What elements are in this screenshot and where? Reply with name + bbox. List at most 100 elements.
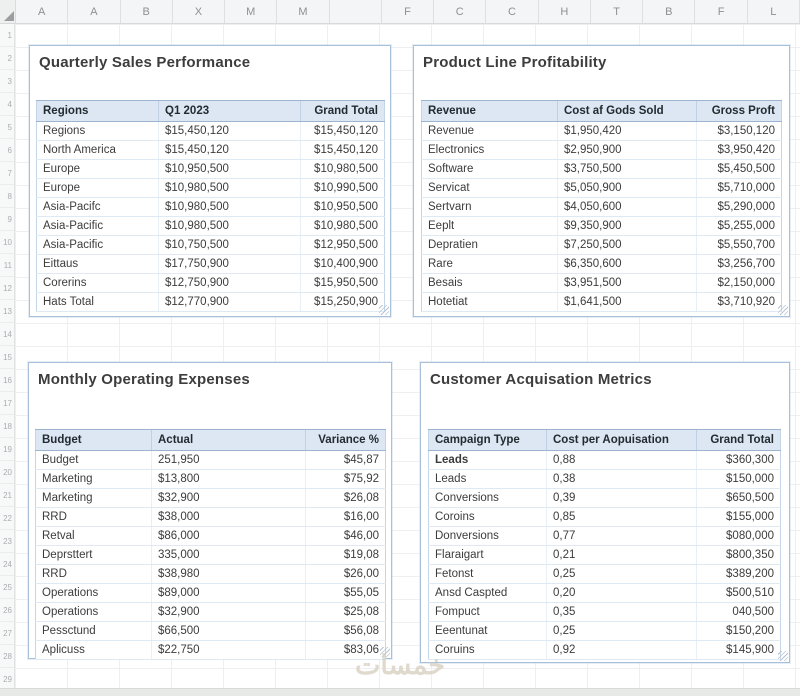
table-column-header[interactable]: Cost af Gods Sold	[558, 101, 697, 122]
row-header[interactable]: 5	[0, 116, 14, 139]
table-cell[interactable]: $3,150,120	[697, 122, 782, 141]
table-cell[interactable]: $12,950,500	[301, 236, 385, 255]
table-cell[interactable]: Sertvarn	[422, 198, 558, 217]
row-header[interactable]: 16	[0, 369, 14, 392]
table-cell[interactable]: Operations	[36, 603, 152, 622]
table-cell[interactable]: 0,85	[547, 508, 697, 527]
row-header[interactable]: 13	[0, 300, 14, 323]
table-cell[interactable]: Retval	[36, 527, 152, 546]
table-title[interactable]: Monthly Operating Expenses	[38, 371, 250, 388]
table-cell[interactable]: Corerins	[37, 274, 159, 293]
row-header[interactable]: 19	[0, 438, 14, 461]
column-header[interactable]: C	[434, 0, 486, 23]
table-cell[interactable]: Aplicuss	[36, 641, 152, 660]
table-cell[interactable]: $55,05	[306, 584, 386, 603]
table-cell[interactable]: $5,450,500	[697, 160, 782, 179]
row-header[interactable]: 11	[0, 254, 14, 277]
table-cell[interactable]: 0,39	[547, 489, 697, 508]
table-column-header[interactable]: Regions	[37, 101, 159, 122]
table-cell[interactable]: $9,350,900	[558, 217, 697, 236]
table-cell[interactable]: $3,951,500	[558, 274, 697, 293]
table-cell[interactable]: 0,20	[547, 584, 697, 603]
row-header[interactable]: 2	[0, 47, 14, 70]
table-cell[interactable]: Besais	[422, 274, 558, 293]
table-cell[interactable]: Eeentunat	[429, 622, 547, 641]
table-cell[interactable]: 251,950	[152, 451, 306, 470]
column-header[interactable]: F	[695, 0, 747, 23]
table-cell[interactable]: $1,641,500	[558, 293, 697, 312]
column-header[interactable]: M	[225, 0, 277, 23]
table-cell[interactable]: Leads	[429, 470, 547, 489]
table-column-header[interactable]: Budget	[36, 430, 152, 451]
table-cell[interactable]: $10,980,500	[159, 198, 301, 217]
table-cell[interactable]: $26,00	[306, 565, 386, 584]
table-cell[interactable]: Eeplt	[422, 217, 558, 236]
table-cell[interactable]: $5,550,700	[697, 236, 782, 255]
table-column-header[interactable]: Campaign Type	[429, 430, 547, 451]
table-cell[interactable]: $12,750,900	[159, 274, 301, 293]
table-cell[interactable]: $32,900	[152, 603, 306, 622]
table-cell[interactable]: $080,000	[697, 527, 781, 546]
table-cell[interactable]: $1,950,420	[558, 122, 697, 141]
table-cell[interactable]: $10,980,500	[159, 179, 301, 198]
table-cell[interactable]: $13,800	[152, 470, 306, 489]
row-header[interactable]: 17	[0, 392, 14, 415]
table-cell[interactable]: Asia-Pacific	[37, 217, 159, 236]
table-cell[interactable]: Coroins	[429, 508, 547, 527]
row-header[interactable]: 25	[0, 576, 14, 599]
table-cell[interactable]: $38,980	[152, 565, 306, 584]
table-cell[interactable]: $10,990,500	[301, 179, 385, 198]
row-header[interactable]: 6	[0, 139, 14, 162]
row-header[interactable]: 18	[0, 415, 14, 438]
table-cell[interactable]: $3,256,700	[697, 255, 782, 274]
table-cell[interactable]: $10,980,500	[301, 160, 385, 179]
table-cell[interactable]: $5,255,000	[697, 217, 782, 236]
table-cell[interactable]: Software	[422, 160, 558, 179]
row-header[interactable]: 28	[0, 645, 14, 668]
column-header[interactable]: L	[748, 0, 800, 23]
table-cell[interactable]: $26,08	[306, 489, 386, 508]
table-cell[interactable]: Europe	[37, 160, 159, 179]
table-cell[interactable]: $15,250,900	[301, 293, 385, 312]
table-cell[interactable]: 0,88	[547, 451, 697, 470]
table-cell[interactable]: $89,000	[152, 584, 306, 603]
table-panel-operating-expenses[interactable]: Monthly Operating Expenses BudgetActualV…	[28, 362, 392, 659]
row-header[interactable]: 10	[0, 231, 14, 254]
table-cell[interactable]: $800,350	[697, 546, 781, 565]
table-cell[interactable]: $360,300	[697, 451, 781, 470]
table-cell[interactable]: Deprsttert	[36, 546, 152, 565]
table-cell[interactable]: Eittaus	[37, 255, 159, 274]
table-cell[interactable]: $150,000	[697, 470, 781, 489]
table-cell[interactable]: Asia-Pacific	[37, 236, 159, 255]
table-cell[interactable]: $3,950,420	[697, 141, 782, 160]
table-cell[interactable]: $10,950,500	[159, 160, 301, 179]
table-cell[interactable]: RRD	[36, 565, 152, 584]
table-cell[interactable]: $145,900	[697, 641, 781, 660]
table-panel-acquisition-metrics[interactable]: Customer Acquisation Metrics Campaign Ty…	[420, 362, 790, 663]
resize-handle-icon[interactable]	[778, 305, 788, 315]
table-cell[interactable]: $10,400,900	[301, 255, 385, 274]
table-cell[interactable]: 0,38	[547, 470, 697, 489]
row-header[interactable]: 7	[0, 162, 14, 185]
table-cell[interactable]: $16,00	[306, 508, 386, 527]
column-header[interactable]: X	[173, 0, 225, 23]
row-header[interactable]: 26	[0, 599, 14, 622]
table-cell[interactable]: North America	[37, 141, 159, 160]
table-cell[interactable]: Europe	[37, 179, 159, 198]
table-panel-product-profitability[interactable]: Product Line Profitability RevenueCost a…	[413, 45, 790, 317]
table-cell[interactable]: $7,250,500	[558, 236, 697, 255]
table-cell[interactable]: Donversions	[429, 527, 547, 546]
table-cell[interactable]: $10,980,500	[159, 217, 301, 236]
table-title[interactable]: Product Line Profitability	[423, 54, 607, 71]
table-cell[interactable]: $2,950,900	[558, 141, 697, 160]
row-header[interactable]: 20	[0, 461, 14, 484]
table-cell[interactable]: Pessctund	[36, 622, 152, 641]
table-cell[interactable]: Revenue	[422, 122, 558, 141]
row-header[interactable]: 15	[0, 346, 14, 369]
table-cell[interactable]: $5,710,000	[697, 179, 782, 198]
table-cell[interactable]: $45,87	[306, 451, 386, 470]
table-cell[interactable]: $15,450,120	[301, 141, 385, 160]
table-cell[interactable]: $10,750,500	[159, 236, 301, 255]
table-title[interactable]: Quarterly Sales Performance	[39, 54, 250, 71]
table-column-header[interactable]: Q1 2023	[159, 101, 301, 122]
